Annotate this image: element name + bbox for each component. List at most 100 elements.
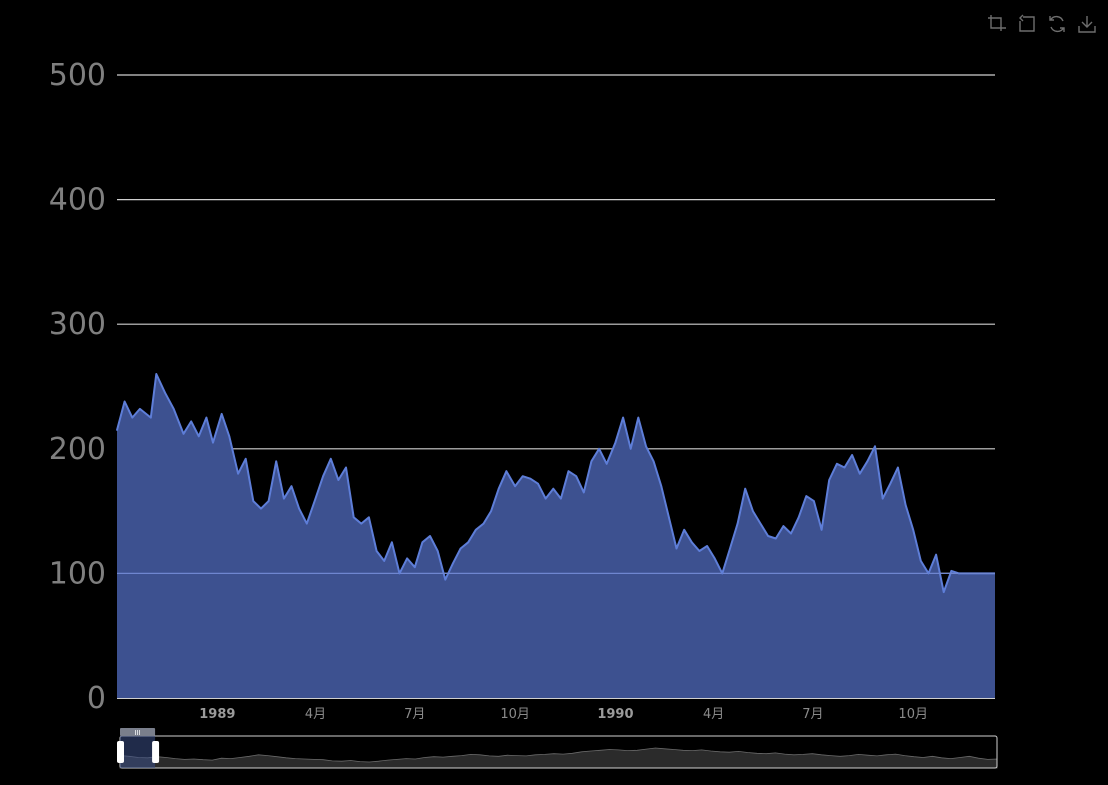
- data-point: [123, 400, 126, 403]
- y-tick-label: 0: [87, 681, 106, 716]
- data-point: [790, 532, 792, 535]
- data-point: [475, 529, 477, 531]
- data-point: [736, 522, 739, 525]
- data-point: [267, 500, 270, 502]
- x-tick-label: 10月: [500, 707, 530, 722]
- move-handle: [120, 728, 156, 736]
- x-tick-label: 1989: [199, 707, 235, 722]
- data-point: [322, 475, 324, 478]
- area-fill: [117, 374, 995, 698]
- data-point: [927, 572, 930, 575]
- data-point: [691, 541, 693, 544]
- data-point: [514, 485, 516, 488]
- data-point: [805, 495, 808, 497]
- data-point: [622, 416, 624, 419]
- data-point: [383, 560, 386, 562]
- data-point: [912, 529, 914, 531]
- data-point: [252, 500, 255, 502]
- zoom-reset-icon: [1019, 14, 1035, 32]
- data-point: [920, 560, 922, 562]
- data-point: [345, 466, 347, 469]
- data-point: [521, 475, 524, 478]
- data-point: [337, 479, 340, 481]
- data-point: [429, 535, 431, 537]
- data-point: [881, 497, 884, 500]
- data-point: [314, 497, 317, 500]
- data-point: [537, 482, 539, 485]
- data-point: [398, 572, 401, 575]
- zoom-area-icon: [988, 15, 1006, 31]
- data-point: [421, 541, 424, 544]
- data-point: [698, 550, 701, 552]
- data-point: [306, 522, 308, 525]
- data-point: [935, 553, 937, 556]
- x-tick-label: 7月: [802, 707, 823, 722]
- y-tick-label: 100: [49, 556, 106, 591]
- data-point: [683, 529, 685, 531]
- zoom-area-button[interactable]: [985, 12, 1009, 36]
- y-tick-label: 500: [49, 58, 106, 93]
- data-point: [629, 448, 632, 450]
- data-point: [497, 487, 500, 490]
- data-point: [482, 522, 485, 525]
- data-point: [637, 416, 640, 419]
- data-point: [467, 541, 470, 544]
- data-point: [942, 591, 945, 593]
- data-point: [190, 420, 192, 423]
- data-point: [182, 433, 185, 435]
- data-point: [836, 463, 838, 465]
- x-axis: 1989 4月 7月 10月 1990 4月 7月 10月: [117, 698, 995, 722]
- move-handle-grip: III: [134, 729, 140, 737]
- data-point: [414, 566, 416, 568]
- restore-button[interactable]: [1045, 12, 1069, 36]
- data-point: [150, 416, 152, 419]
- data-point: [598, 448, 600, 450]
- data-point: [759, 522, 762, 525]
- data-point: [275, 460, 278, 463]
- data-point: [797, 516, 800, 519]
- data-point: [713, 557, 716, 560]
- data-point: [729, 547, 731, 550]
- data-point: [752, 510, 754, 512]
- data-point: [164, 391, 166, 394]
- slider-selection: [120, 736, 156, 768]
- data-point: [782, 525, 785, 527]
- data-point: [904, 504, 907, 506]
- y-axis: 500 400 300 200 100 0: [49, 58, 106, 716]
- data-point: [820, 529, 823, 531]
- data-point: [237, 472, 239, 475]
- data-point: [375, 550, 378, 552]
- save-image-icon: [1078, 16, 1096, 33]
- y-tick-label: 300: [49, 307, 106, 342]
- data-point: [155, 373, 158, 375]
- data-point: [490, 510, 492, 512]
- restore-icon: [1049, 15, 1065, 33]
- data-point: [116, 429, 118, 431]
- data-point: [131, 416, 134, 419]
- x-tick-label: 4月: [305, 707, 326, 722]
- data-point: [660, 485, 663, 488]
- data-point: [244, 458, 247, 460]
- data-zoom-slider[interactable]: III: [117, 728, 998, 769]
- data-point: [614, 441, 617, 444]
- data-point: [290, 485, 293, 488]
- save-image-button[interactable]: [1075, 12, 1099, 36]
- data-point: [843, 466, 846, 469]
- data-point: [575, 475, 577, 478]
- data-point: [583, 491, 585, 494]
- data-point: [505, 470, 508, 473]
- data-point: [360, 522, 363, 525]
- data-point: [260, 507, 262, 510]
- data-point: [368, 516, 370, 519]
- data-point: [220, 413, 223, 415]
- data-point: [645, 445, 647, 448]
- data-point: [529, 477, 532, 480]
- data-point: [560, 497, 562, 500]
- data-point: [283, 497, 285, 500]
- data-point: [567, 470, 570, 473]
- toolbox: [985, 12, 1099, 36]
- data-point: [744, 487, 746, 490]
- data-point: [897, 466, 899, 469]
- y-tick-label: 200: [49, 432, 106, 467]
- zoom-reset-button[interactable]: [1015, 12, 1039, 36]
